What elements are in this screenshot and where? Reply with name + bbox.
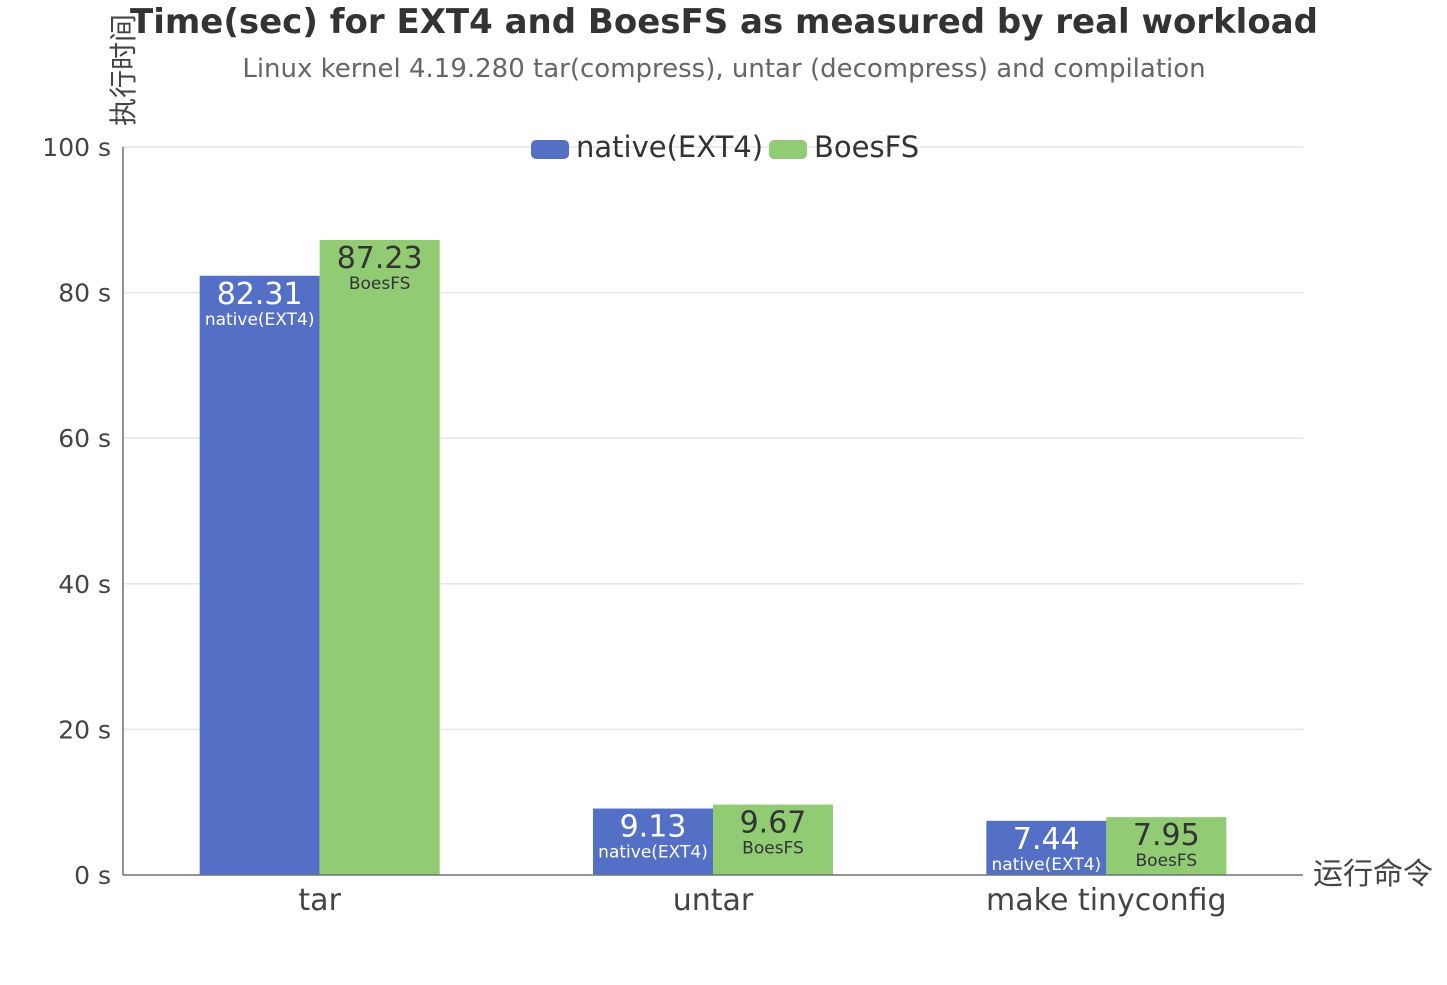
data-label-series: native(EXT4) [205,310,315,330]
data-label-value: 9.13 [620,810,687,845]
y-tick-label: 40 s [58,570,111,599]
bar[interactable] [593,808,713,875]
data-labels: 82.31native(EXT4)87.23BoesFS9.13native(E… [205,241,1200,875]
data-label-value: 9.67 [740,806,807,841]
y-axis-title: 执行时间 [107,14,140,126]
bar[interactable] [199,275,320,875]
data-label-series: native(EXT4) [598,843,708,863]
chart-subtitle: Linux kernel 4.19.280 tar(compress), unt… [242,54,1205,84]
x-axis: tar untar make tinyconfig [122,147,1303,918]
legend[interactable]: native(EXT4) BoesFS [531,130,919,164]
x-axis-title: 运行命令 [1313,857,1433,892]
data-label-value: 7.95 [1133,818,1200,853]
bar[interactable] [319,239,440,876]
y-tick-label: 60 s [58,424,111,453]
data-label-series: BoesFS [742,839,804,859]
x-tick-label: untar [673,883,754,918]
y-tick-label: 100 s [42,133,111,162]
legend-swatch[interactable] [769,140,807,159]
bar[interactable] [986,820,1107,875]
data-label-series: native(EXT4) [992,855,1102,875]
x-tick-label: tar [298,883,341,918]
bar[interactable] [1106,817,1227,875]
bar[interactable] [713,804,833,875]
data-label-value: 87.23 [337,241,423,276]
y-axis-ticks: 0 s 20 s 40 s 60 s 80 s 100 s [42,133,111,890]
bar-series [199,239,1227,876]
x-tick-label: make tinyconfig [986,883,1227,918]
legend-label[interactable]: BoesFS [814,130,919,164]
y-tick-label: 20 s [58,715,111,744]
chart-title: Time(sec) for EXT4 and BoesFS as measure… [130,2,1318,42]
data-label-series: BoesFS [1136,851,1198,871]
data-label-value: 7.44 [1013,822,1080,857]
data-label-value: 82.31 [217,277,303,312]
legend-swatch[interactable] [531,140,569,159]
y-tick-label: 0 s [74,861,111,890]
legend-label[interactable]: native(EXT4) [576,130,763,164]
data-label-series: BoesFS [349,274,411,294]
y-tick-label: 80 s [58,279,111,308]
